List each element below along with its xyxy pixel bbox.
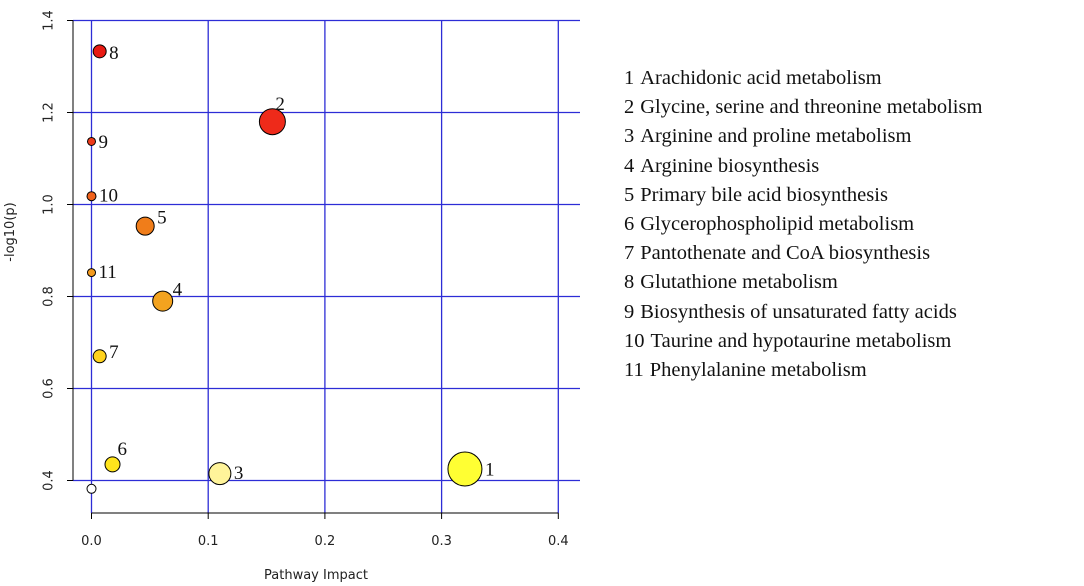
legend-item-number: 10 [624,329,645,352]
pathway-point [87,136,96,146]
legend-item: 2 Glycine, serine and threonine metabolis… [624,93,988,122]
legend-item: 11 Phenylalanine metabolism [624,356,988,385]
legend-item: 7 Pantothenate and CoA biosynthesis [624,239,988,268]
pathway-point [447,451,483,487]
legend-item-number: 8 [624,271,635,294]
point-label: 1 [485,460,495,481]
y-tick-label: 1.0 [42,194,57,215]
pathway-point [86,483,97,494]
legend-item-name: Glycerophospholipid metabolism [640,212,915,235]
legend-item: 8 Glutathione metabolism [624,268,988,297]
point-label: 8 [109,43,119,64]
legend-item: 5 Primary bile acid biosynthesis [624,181,988,210]
pathway-point [87,268,96,278]
point-label: 5 [157,208,167,229]
point-label: 3 [234,463,244,484]
x-tick-label: 0.2 [315,534,336,549]
grid-lines [73,19,580,513]
legend-item-number: 11 [624,358,644,381]
pathway-point [152,290,174,312]
pathway-point [258,108,286,136]
legend-item: 10 Taurine and hypotaurine metabolism [624,327,988,356]
legend-item-name: Pantothenate and CoA biosynthesis [640,242,931,265]
pathway-point [92,349,107,364]
legend-item: 9 Biosynthesis of unsaturated fatty acids [624,298,988,327]
legend-item-number: 4 [624,154,635,177]
pathway-point [92,44,107,59]
legend-item-number: 1 [624,67,635,89]
pathway-point [135,216,155,236]
y-tick-label: 1.4 [42,10,57,31]
point-label: 9 [99,132,109,153]
data-points: 1 2 3 4 5 6 7 8 9 10 11 [86,43,495,494]
pathway-point [208,462,232,486]
legend-item-number: 2 [624,96,635,119]
x-axis-title: Pathway Impact [264,568,368,583]
legend-item-name: Glycine, serine and threonine metabolism [640,96,983,119]
point-label: 4 [173,280,183,301]
legend-item-name: Arginine and proline metabolism [640,125,912,148]
x-tick-label: 0.1 [198,534,219,549]
legend-item-number: 3 [624,125,635,148]
legend-item-number: 5 [624,183,635,206]
legend-item: 4 Arginine biosynthesis [624,152,988,181]
x-tick-label: 0.3 [431,534,452,549]
legend-item-number: 7 [624,242,635,265]
legend-item-name: Glutathione metabolism [640,271,838,294]
point-label: 11 [99,262,117,283]
pathway-point [104,456,121,473]
point-label: 6 [118,439,128,460]
axes: 0.0 0.1 0.2 0.3 0.4 0.4 0.6 0.8 1.0 1.2 1.4 [42,10,569,549]
point-label: 7 [109,342,119,363]
x-tick-label: 0.0 [81,534,102,549]
legend-item-name: Arachidonic acid metabolism [640,67,882,89]
point-label: 10 [99,186,118,207]
x-tick-label: 0.4 [548,534,569,549]
legend-item: 1 Arachidonic acid metabolism [624,64,988,93]
y-axis-title: -log10(p) [3,202,18,261]
point-label: 2 [275,94,285,115]
y-tick-label: 1.2 [42,102,57,123]
legend-item-name: Biosynthesis of unsaturated fatty acids [640,300,957,323]
pathway-point [86,191,97,202]
legend-item-name: Taurine and hypotaurine metabolism [650,329,952,352]
legend-item-name: Arginine biosynthesis [640,154,820,177]
y-tick-label: 0.8 [42,286,57,307]
legend-item: 6 Glycerophospholipid metabolism [624,210,988,239]
y-tick-label: 0.6 [42,378,57,399]
pathway-impact-scatter-plot: 0.0 0.1 0.2 0.3 0.4 0.4 0.6 0.8 1.0 1.2 1.4 1 2 3 4 5 6… [3,10,580,583]
pathway-legend: 1 Arachidonic acid metabolism 2 Glycine, se… [624,64,988,385]
legend-item: 3 Arginine and proline metabolism [624,122,988,151]
legend-item-number: 6 [624,212,635,235]
legend-item-name: Phenylalanine metabolism [649,358,867,381]
legend-item-number: 9 [624,300,635,323]
legend-item-name: Primary bile acid biosynthesis [640,183,888,206]
y-tick-label: 0.4 [42,470,57,491]
